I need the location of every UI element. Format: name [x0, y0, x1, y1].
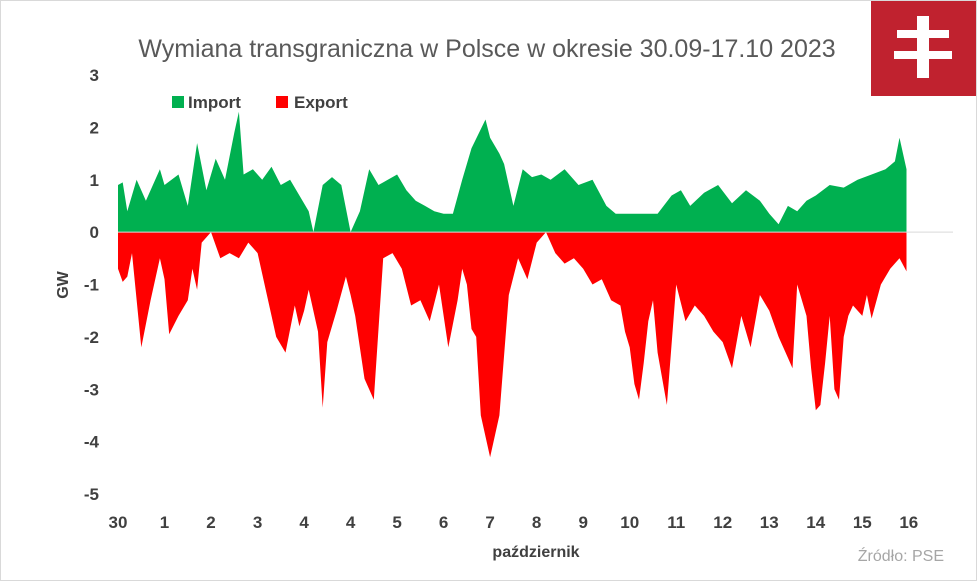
x-tick-label: 6: [439, 513, 448, 532]
y-tick-label: 1: [90, 171, 99, 190]
y-tick-label: -5: [84, 485, 99, 504]
x-tick-label: 9: [578, 513, 587, 532]
series-area-export: [118, 232, 907, 458]
y-tick-label: 0: [90, 223, 99, 242]
x-tick-label: 1: [160, 513, 169, 532]
legend-label-import: Import: [188, 93, 241, 112]
x-tick-label: 4: [299, 513, 309, 532]
x-tick-label: 30: [109, 513, 128, 532]
x-tick-label: 3: [253, 513, 262, 532]
x-tick-label: 13: [760, 513, 779, 532]
y-tick-label: -4: [84, 433, 100, 452]
x-axis-title: październik: [492, 544, 579, 561]
x-tick-label: 5: [392, 513, 401, 532]
x-axis-ticks: 30 1 2 3 4 4 5 6 7 8 9 10 11 12 13 14 15 16: [109, 513, 919, 532]
x-tick-label: 7: [485, 513, 494, 532]
y-axis-ticks: 3 2 1 0 -1 -2 -3 -4 -5: [84, 66, 100, 504]
x-tick-label: 14: [806, 513, 825, 532]
legend-swatch-export: [276, 96, 288, 108]
x-tick-label: 4: [346, 513, 356, 532]
x-tick-label: 12: [713, 513, 732, 532]
y-tick-label: -1: [84, 276, 99, 295]
y-tick-label: 2: [90, 118, 99, 137]
chart-title: Wymiana transgraniczna w Polsce w okresi…: [138, 35, 835, 63]
legend-swatch-import: [172, 96, 184, 108]
double-cross-logo-icon: [871, 1, 976, 96]
x-tick-label: 16: [899, 513, 918, 532]
x-tick-label: 8: [532, 513, 541, 532]
source-note: Źródło: PSE: [858, 546, 944, 565]
x-tick-label: 11: [667, 513, 685, 532]
y-tick-label: 3: [90, 66, 99, 85]
x-tick-label: 15: [853, 513, 872, 532]
legend: Import Export: [172, 93, 348, 112]
legend-label-export: Export: [294, 93, 348, 112]
x-tick-label: 10: [620, 513, 639, 532]
y-tick-label: -3: [84, 380, 99, 399]
y-axis-title: GW: [55, 270, 72, 298]
series-area-import: [118, 111, 907, 233]
logo: [871, 1, 976, 96]
y-tick-label: -2: [84, 328, 99, 347]
x-tick-label: 2: [206, 513, 215, 532]
